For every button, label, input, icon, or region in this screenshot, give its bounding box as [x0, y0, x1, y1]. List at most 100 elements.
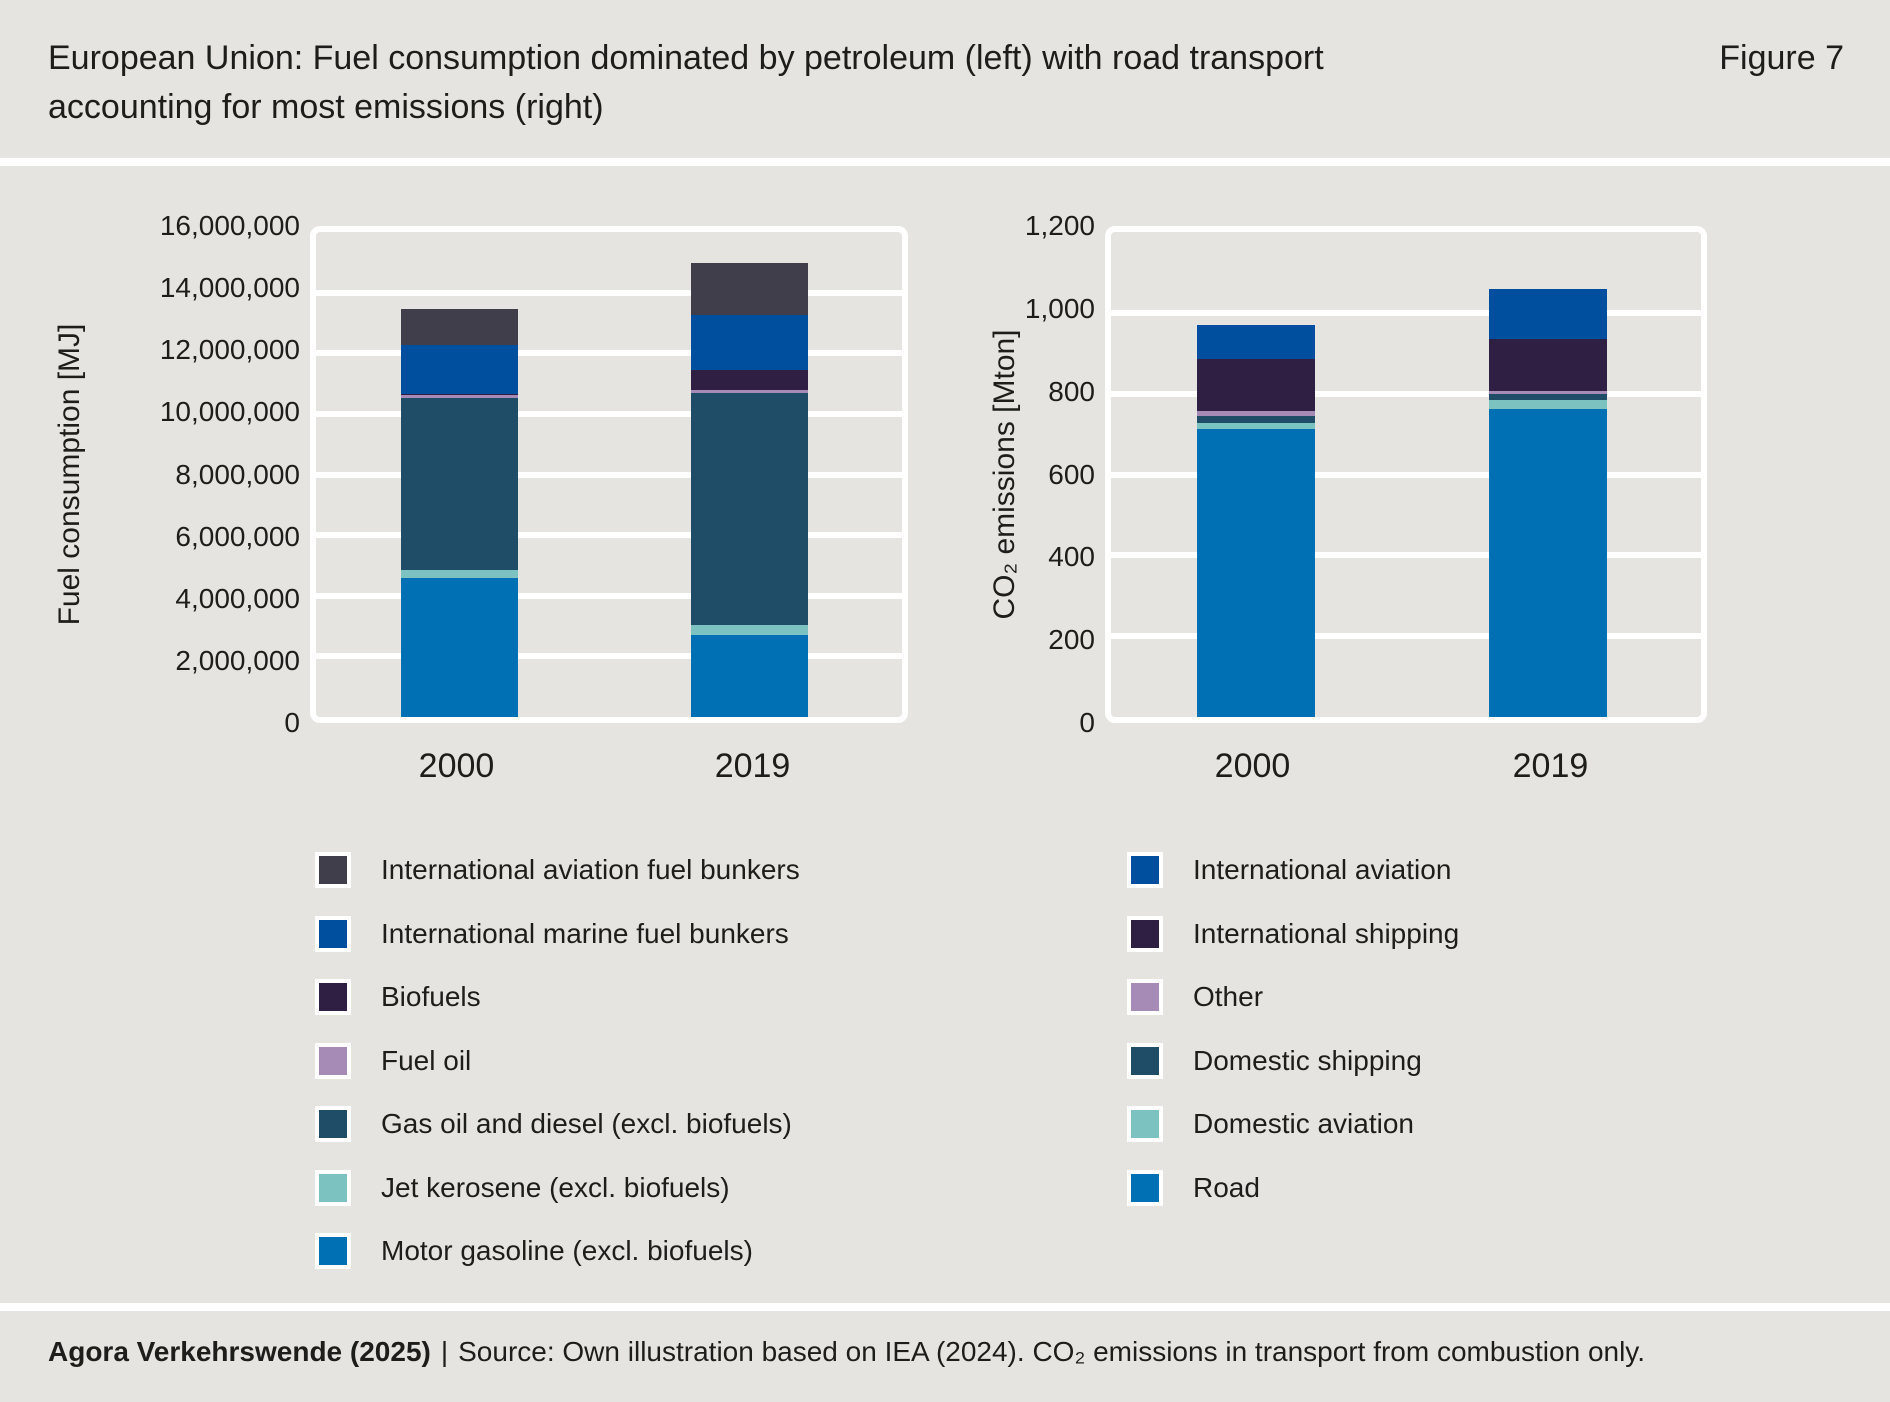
category-label: 2019: [714, 747, 791, 785]
y-tick-label: 600: [1048, 458, 1095, 490]
gridline: [316, 532, 902, 539]
category-label: 2000: [418, 747, 495, 785]
legend-label: Motor gasoline (excl. biofuels): [381, 1235, 753, 1266]
legend-swatch-domestic-aviation: [1127, 1106, 1163, 1142]
y-axis-ticks-fuel: 0 2,000,000 4,000,000 6,000,000 8,000,000 10,…: [110, 212, 300, 737]
gridline: [316, 471, 902, 478]
legend-item-road: Road: [1127, 1168, 1260, 1208]
legend-swatch-international-aviation: [1127, 852, 1163, 888]
legend-label: Domestic shipping: [1193, 1044, 1422, 1076]
bar-segment-motor-gasoline-excl-biofuels: [400, 578, 519, 717]
legend-label: International shipping: [1193, 917, 1460, 949]
bar-2019: [691, 262, 809, 717]
gridline: [316, 653, 902, 660]
plot-area-co2: [1105, 226, 1707, 723]
legend-swatch-motor-gasoline-excl-biofuels: [315, 1233, 351, 1269]
y-tick-label: 4,000,000: [175, 582, 300, 614]
bar-segment-jet-kerosene-excl-biofuels: [400, 569, 519, 579]
bar-segment-domestic-shipping: [1196, 415, 1315, 424]
bar-segment-fuel-oil: [400, 395, 519, 399]
y-tick-label: 1,200: [1024, 210, 1095, 241]
y-axis-ticks-co2: 0 200 400 600 800 1,000 1,200: [905, 212, 1095, 737]
gridline: [316, 289, 902, 296]
bar-segment-road: [1196, 429, 1315, 717]
publisher-name: Agora Verkehrswende (2025): [48, 1336, 431, 1367]
gridline: [1111, 390, 1701, 397]
legend-label: International marine fuel bunkers: [381, 917, 789, 949]
legend-label: International aviation fuel bunkers: [381, 854, 800, 885]
legend-swatch-other: [1127, 979, 1163, 1015]
bar-segment-gas-oil-and-diesel-excl-biofuels: [400, 398, 519, 570]
legend-label: Gas oil and diesel (excl. biofuels): [381, 1108, 792, 1139]
header-separator: [0, 158, 1890, 166]
gridline: [316, 410, 902, 417]
y-tick-label: 0: [1079, 707, 1095, 738]
y-tick-label: 400: [1048, 541, 1095, 573]
y-tick-label: 12,000,000: [159, 334, 300, 366]
legend-item-other: Other: [1127, 977, 1263, 1017]
legend-item-jet-kerosene-excl-biofuels: Jet kerosene (excl. biofuels): [315, 1168, 730, 1208]
category-label: 2019: [1512, 747, 1589, 785]
legend-item-international-marine-fuel-bunkers: International marine fuel bunkers: [315, 914, 789, 954]
source-line: Agora Verkehrswende (2025) | Source: Own i…: [48, 1336, 1645, 1368]
bar-segment-international-aviation: [1488, 288, 1607, 340]
bar-segment-other: [1196, 411, 1315, 416]
legend-item-international-aviation: International aviation: [1127, 850, 1451, 890]
y-tick-label: 16,000,000: [159, 210, 300, 241]
legend-item-gas-oil-and-diesel-excl-biofuels: Gas oil and diesel (excl. biofuels): [315, 1104, 792, 1144]
bar-segment-international-shipping: [1488, 339, 1607, 392]
bar-segment-domestic-aviation: [1196, 423, 1315, 430]
gridline: [1111, 471, 1701, 478]
legend-label: Domestic aviation: [1193, 1108, 1414, 1139]
bar-segment-domestic-shipping: [1488, 393, 1607, 400]
legend-swatch-road: [1127, 1169, 1163, 1206]
y-tick-label: 2,000,000: [175, 644, 300, 676]
footer-divider: |: [440, 1336, 449, 1367]
y-tick-label: 0: [284, 707, 300, 738]
legend-swatch-gas-oil-and-diesel-excl-biofuels: [315, 1106, 351, 1142]
legend-label: Fuel oil: [381, 1044, 472, 1076]
legend-label: International aviation: [1193, 854, 1452, 885]
legend-label: Road: [1193, 1171, 1260, 1203]
x-axis-categories-co2: 2000 2019: [1105, 747, 1707, 797]
gridline: [316, 350, 902, 357]
legend-label: Biofuels: [381, 981, 481, 1012]
gridline: [1111, 633, 1701, 640]
legend-swatch-international-aviation-fuel-bunkers: [315, 852, 351, 888]
bar-segment-road: [1488, 408, 1607, 717]
figure-number: Figure 7: [1719, 39, 1844, 77]
bar-segment-international-aviation: [1196, 324, 1315, 360]
bar-segment-biofuels: [400, 394, 519, 396]
bar-segment-international-aviation-fuel-bunkers: [400, 309, 519, 346]
legend-item-fuel-oil: Fuel oil: [315, 1041, 471, 1081]
bar-segment-motor-gasoline-excl-biofuels: [691, 634, 809, 717]
footer-separator: [0, 1303, 1890, 1311]
bar-2000: [1196, 324, 1315, 717]
legend-item-international-aviation-fuel-bunkers: International aviation fuel bunkers: [315, 850, 800, 890]
legend-swatch-domestic-shipping: [1127, 1042, 1163, 1079]
legend-item-motor-gasoline-excl-biofuels: Motor gasoline (excl. biofuels): [315, 1231, 753, 1271]
bar-segment-biofuels: [691, 369, 809, 391]
y-tick-label: 6,000,000: [175, 520, 300, 552]
legend-item-biofuels: Biofuels: [315, 977, 481, 1017]
bar-segment-jet-kerosene-excl-biofuels: [691, 624, 809, 635]
bar-segment-fuel-oil: [691, 390, 809, 393]
legend-item-international-shipping: International shipping: [1127, 914, 1459, 954]
y-tick-label: 8,000,000: [175, 458, 300, 490]
legend-swatch-biofuels: [315, 979, 351, 1015]
y-tick-label: 14,000,000: [159, 272, 300, 304]
gridline: [1111, 552, 1701, 559]
y-axis-title-fuel: Fuel consumption [MJ]: [53, 323, 86, 626]
y-tick-label: 200: [1048, 624, 1095, 656]
category-label: 2000: [1214, 747, 1291, 785]
gridline: [1111, 309, 1701, 316]
figure-title: European Union: Fuel consumption dominat…: [48, 39, 1324, 126]
bar-segment-domestic-aviation: [1488, 399, 1607, 409]
y-tick-label: 10,000,000: [159, 396, 300, 428]
y-tick-label: 800: [1048, 375, 1095, 407]
bar-segment-international-marine-fuel-bunkers: [400, 345, 519, 395]
source-text: Source: Own illustration based on IEA (2…: [458, 1336, 1646, 1367]
legend-label: Jet kerosene (excl. biofuels): [381, 1171, 730, 1203]
plot-area-fuel: [310, 226, 908, 723]
